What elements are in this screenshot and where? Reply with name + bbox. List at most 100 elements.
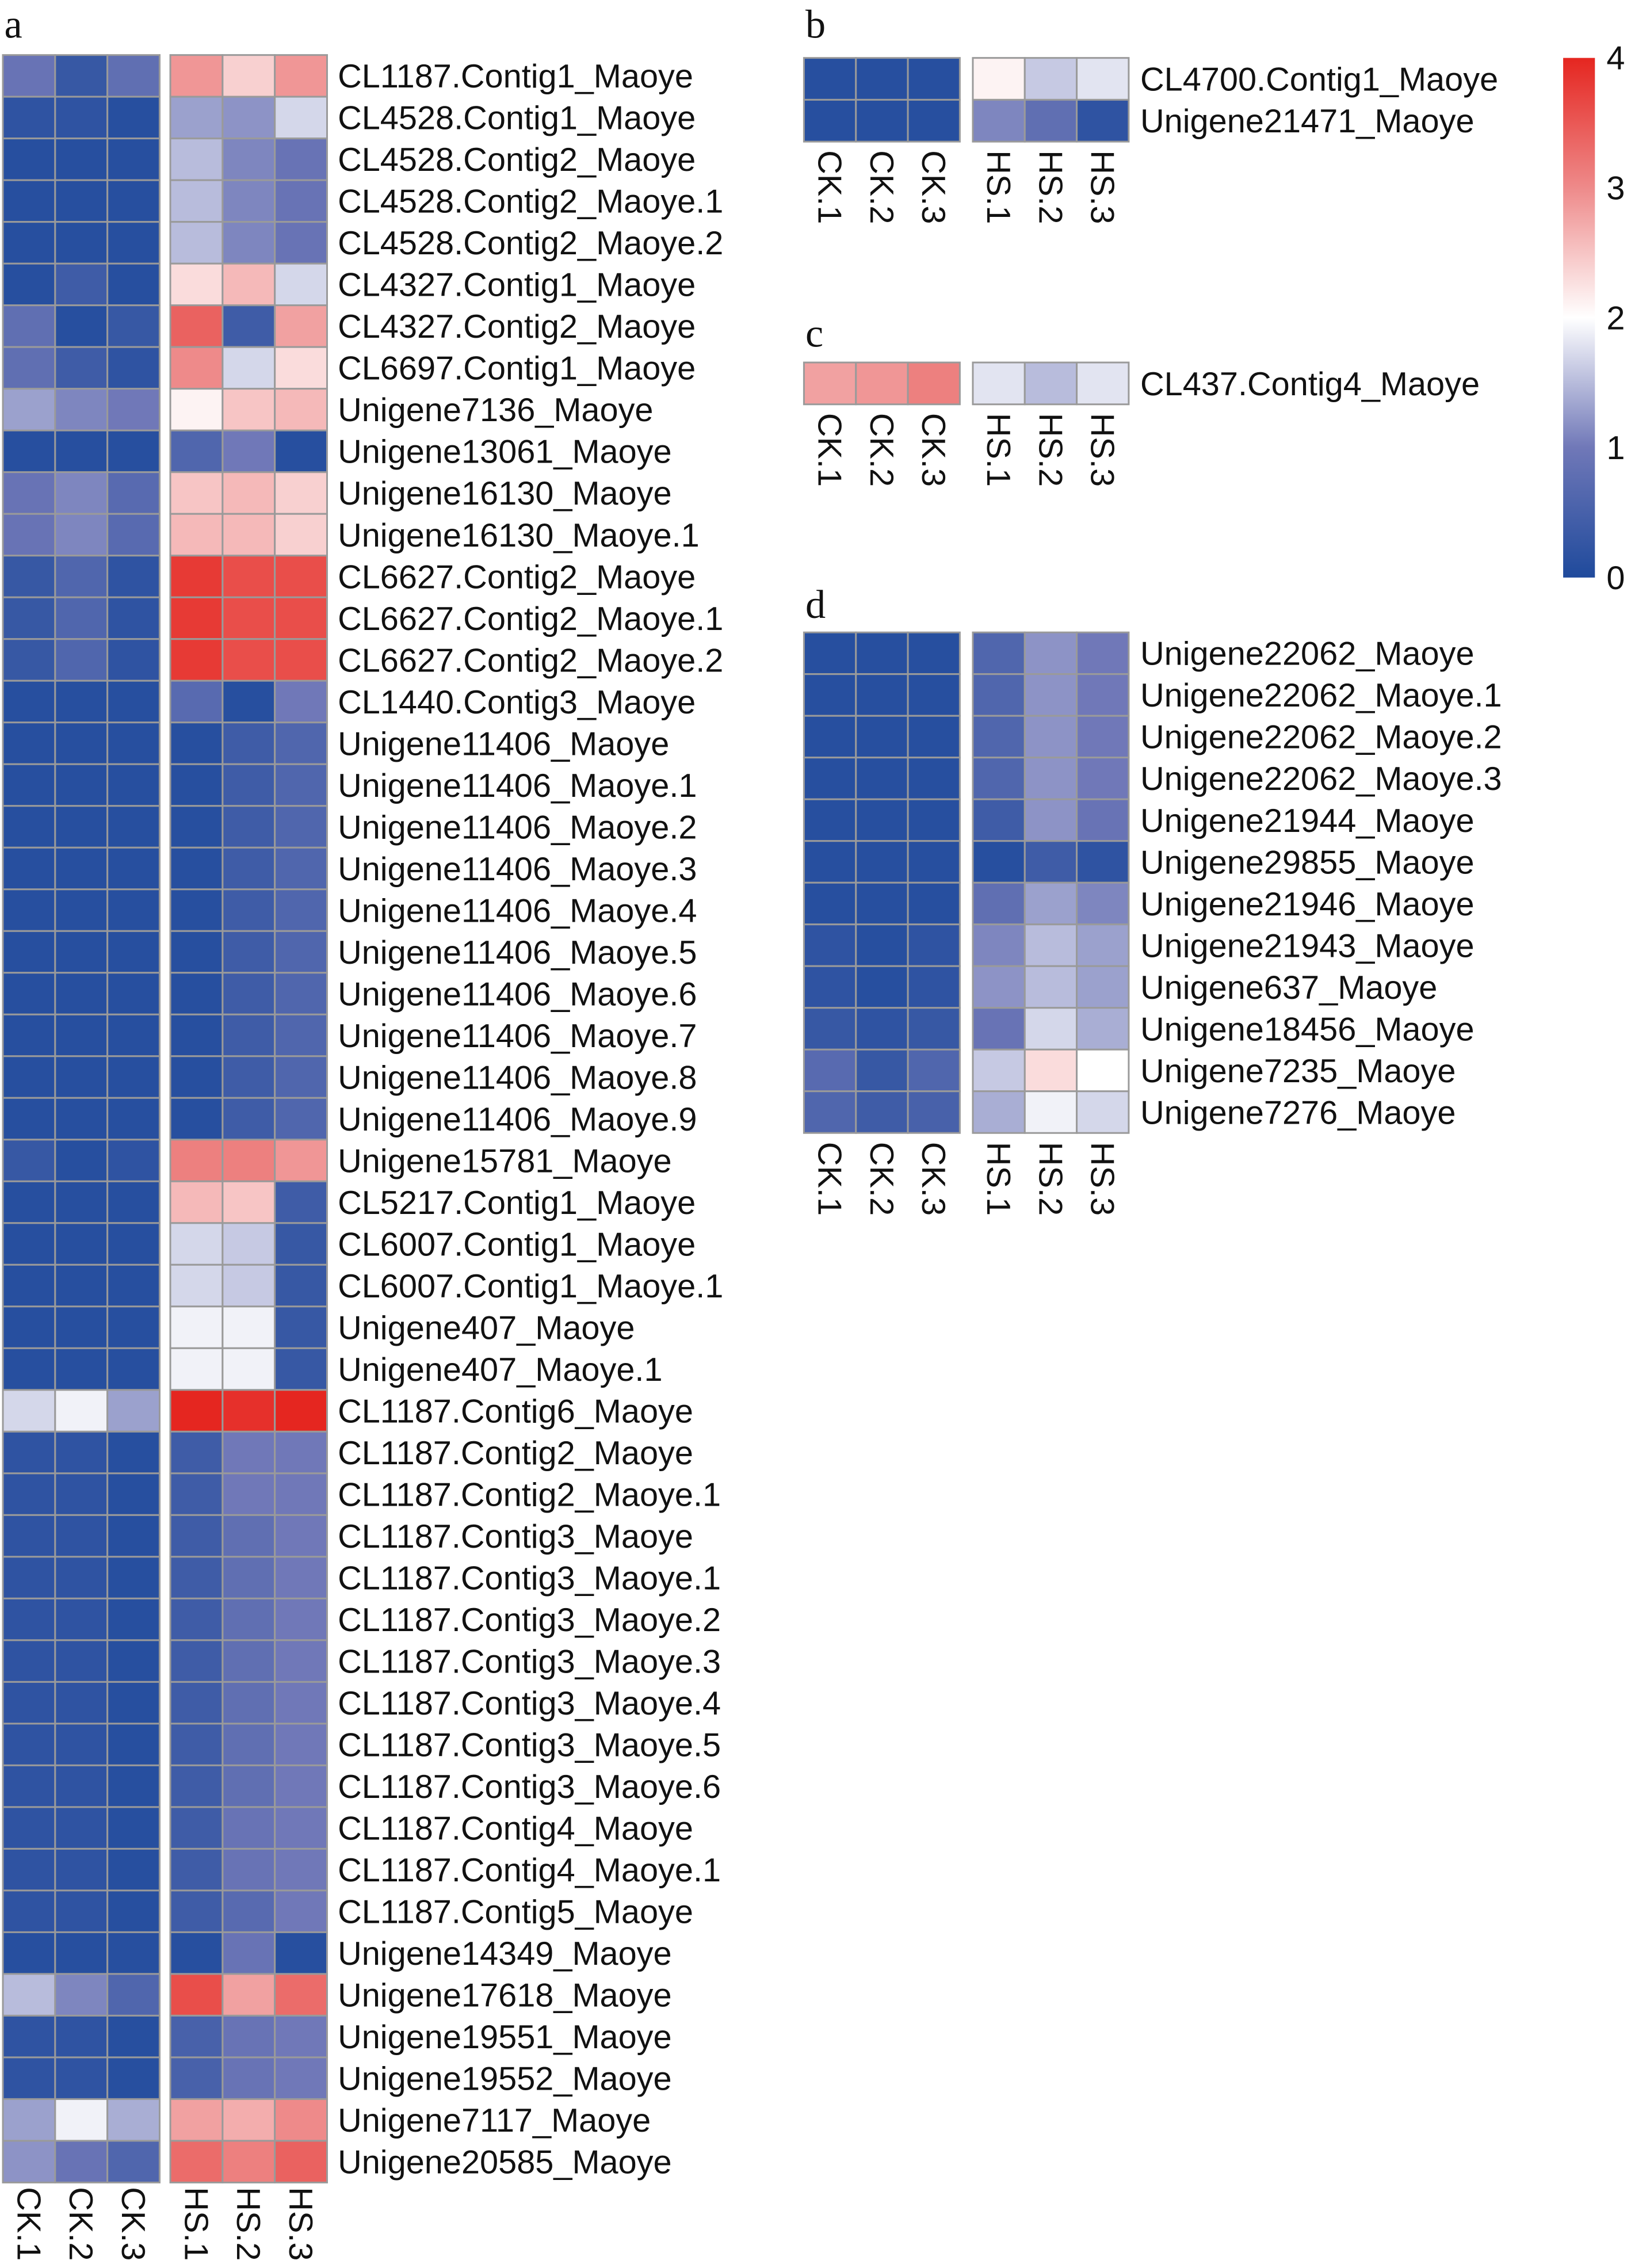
heatmap-cell <box>2 596 56 640</box>
heatmap-cell <box>855 923 909 967</box>
heatmap-cell <box>106 2098 161 2142</box>
heatmap-cell <box>907 1090 961 1134</box>
heatmap-cell <box>106 1973 161 2017</box>
row-label: CL1187.Contig3_Maoye.1 <box>338 1560 721 1597</box>
heatmap-cell <box>1023 1007 1078 1051</box>
heatmap-cell <box>1023 923 1078 967</box>
column-label: CK.1 <box>811 413 848 487</box>
heatmap-cell <box>274 846 329 891</box>
row-label: CL1187.Contig3_Maoye.5 <box>338 1727 721 1763</box>
heatmap-cell <box>855 673 909 717</box>
heatmap-cell <box>1023 965 1078 1009</box>
heatmap-cell <box>855 98 909 143</box>
heatmap-cell <box>274 138 329 181</box>
heatmap-cell <box>169 1681 224 1725</box>
heatmap-cell <box>106 846 161 891</box>
heatmap-cell <box>221 1430 276 1475</box>
heatmap-cell <box>169 888 224 932</box>
column-label: CK.2 <box>62 2187 99 2261</box>
heatmap-cell <box>106 972 161 1015</box>
heatmap-cell <box>106 1889 161 1933</box>
heatmap-cell <box>169 1430 224 1475</box>
heatmap-cell <box>274 763 329 807</box>
heatmap-cell <box>274 96 329 140</box>
heatmap-cell <box>221 1931 276 1975</box>
column-label: CK.2 <box>863 413 900 487</box>
heatmap-cell <box>106 1639 161 1683</box>
heatmap-cell <box>274 346 329 390</box>
column-label: HS.1 <box>177 2187 214 2261</box>
heatmap-cell <box>221 304 276 348</box>
row-label: Unigene11406_Maoye.6 <box>338 976 697 1013</box>
heatmap-cell <box>2 262 56 307</box>
heatmap-cell <box>2 304 56 348</box>
heatmap-cell <box>169 2056 224 2100</box>
heatmap-cell <box>274 471 329 515</box>
heatmap-cell <box>274 1222 329 1266</box>
heatmap-cell <box>274 1681 329 1725</box>
heatmap-cell <box>1076 798 1130 842</box>
heatmap-cell <box>169 1180 224 1224</box>
heatmap-cell <box>2 2098 56 2142</box>
heatmap-cell <box>54 221 109 265</box>
row-label: CL1187.Contig4_Maoye <box>338 1810 693 1847</box>
heatmap-cell <box>54 1013 109 1057</box>
heatmap-cell <box>54 638 109 682</box>
row-label: Unigene22062_Maoye <box>1140 636 1475 673</box>
heatmap-cell <box>54 1639 109 1683</box>
heatmap-cell <box>106 1723 161 1766</box>
panel-letter: a <box>5 2 22 47</box>
heatmap-cell <box>907 1007 961 1051</box>
heatmap-cell <box>2 1973 56 2017</box>
heatmap-cell <box>907 965 961 1009</box>
heatmap-cell <box>274 221 329 265</box>
heatmap-cell <box>106 763 161 807</box>
heatmap-cell <box>972 757 1026 800</box>
row-label: CL4528.Contig1_Maoye <box>338 100 696 137</box>
heatmap-cell <box>106 388 161 432</box>
heatmap-cell <box>972 57 1026 101</box>
row-label: Unigene11406_Maoye.3 <box>338 851 697 888</box>
panel-letter: c <box>805 311 823 356</box>
heatmap-cell <box>2 1764 56 1808</box>
heatmap-cell <box>169 1764 224 1808</box>
heatmap-cell <box>274 1180 329 1224</box>
panel-b: b CL4700.Contig1_Maoye Unigene21471_Maoye C… <box>803 2 1498 224</box>
heatmap-cell <box>54 930 109 974</box>
heatmap-cell <box>855 631 909 675</box>
heatmap-cell <box>221 596 276 640</box>
heatmap-cell <box>274 1305 329 1349</box>
heatmap-cell <box>54 596 109 640</box>
heatmap-cell <box>972 631 1026 675</box>
colorbar-tick-label: 1 <box>1606 430 1625 467</box>
heatmap-cell <box>274 304 329 348</box>
row-label: CL1440.Contig3_Maoye <box>338 684 696 721</box>
heatmap-cell <box>907 673 961 717</box>
heatmap-cell <box>2 471 56 515</box>
heatmap-cell <box>2 1139 56 1182</box>
heatmap-cell <box>803 965 857 1009</box>
heatmap-cell <box>221 1347 276 1391</box>
heatmap-cell <box>169 679 224 724</box>
panel-d: d Unigene22062_Maoye Unigene22062_Maoye.1 U… <box>803 582 1502 1216</box>
row-label: CL1187.Contig6_Maoye <box>338 1393 693 1430</box>
heatmap-cell <box>169 763 224 807</box>
heatmap-cell <box>221 679 276 724</box>
heatmap-cell <box>803 923 857 967</box>
heatmap-cell <box>803 715 857 759</box>
heatmap-cell <box>855 798 909 842</box>
heatmap-cell <box>221 262 276 307</box>
heatmap-cell <box>274 2140 329 2183</box>
heatmap-cell <box>274 388 329 432</box>
row-label: Unigene20585_Maoye <box>338 2144 672 2181</box>
column-label: HS.2 <box>1032 150 1068 224</box>
heatmap-cell <box>221 1597 276 1641</box>
heatmap-cell <box>274 1597 329 1641</box>
heatmap-cell <box>2 972 56 1015</box>
colorbar: 0 1 2 3 4 <box>1563 40 1625 597</box>
heatmap-cell <box>54 388 109 432</box>
column-label: CK.2 <box>863 150 900 224</box>
heatmap-cell <box>169 721 224 765</box>
heatmap-cell <box>2 1723 56 1766</box>
heatmap-cell <box>803 361 857 406</box>
